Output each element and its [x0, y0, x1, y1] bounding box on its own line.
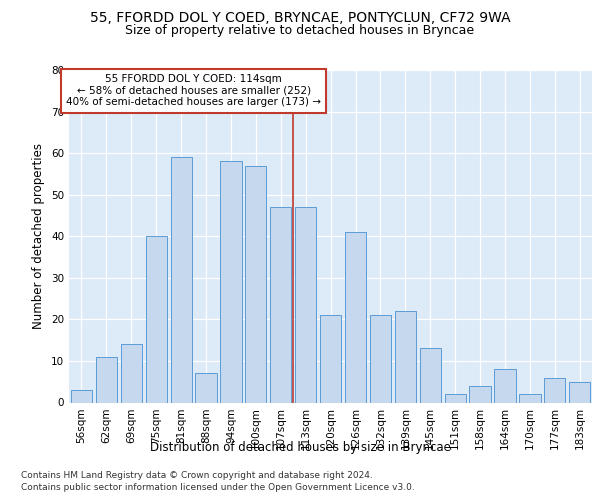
Bar	[569, 382, 590, 402]
Bar	[469, 386, 491, 402]
Bar	[370, 315, 391, 402]
Text: 55 FFORDD DOL Y COED: 114sqm
← 58% of detached houses are smaller (252)
40% of s: 55 FFORDD DOL Y COED: 114sqm ← 58% of de…	[66, 74, 321, 108]
Bar	[419, 348, 441, 403]
Bar	[445, 394, 466, 402]
Text: Contains HM Land Registry data © Crown copyright and database right 2024.: Contains HM Land Registry data © Crown c…	[21, 471, 373, 480]
Bar	[295, 207, 316, 402]
Bar	[270, 207, 292, 402]
Bar	[544, 378, 565, 402]
Bar	[220, 162, 242, 402]
Bar	[121, 344, 142, 403]
Bar	[320, 315, 341, 402]
Bar	[146, 236, 167, 402]
Bar	[96, 357, 117, 403]
Text: Contains public sector information licensed under the Open Government Licence v3: Contains public sector information licen…	[21, 483, 415, 492]
Bar	[520, 394, 541, 402]
Bar	[170, 158, 192, 402]
Bar	[196, 374, 217, 402]
Bar	[395, 311, 416, 402]
Bar	[71, 390, 92, 402]
Text: Size of property relative to detached houses in Bryncae: Size of property relative to detached ho…	[125, 24, 475, 37]
Bar	[345, 232, 366, 402]
Bar	[494, 369, 515, 402]
Text: Distribution of detached houses by size in Bryncae: Distribution of detached houses by size …	[149, 441, 451, 454]
Bar	[245, 166, 266, 402]
Y-axis label: Number of detached properties: Number of detached properties	[32, 143, 46, 329]
Text: 55, FFORDD DOL Y COED, BRYNCAE, PONTYCLUN, CF72 9WA: 55, FFORDD DOL Y COED, BRYNCAE, PONTYCLU…	[89, 12, 511, 26]
